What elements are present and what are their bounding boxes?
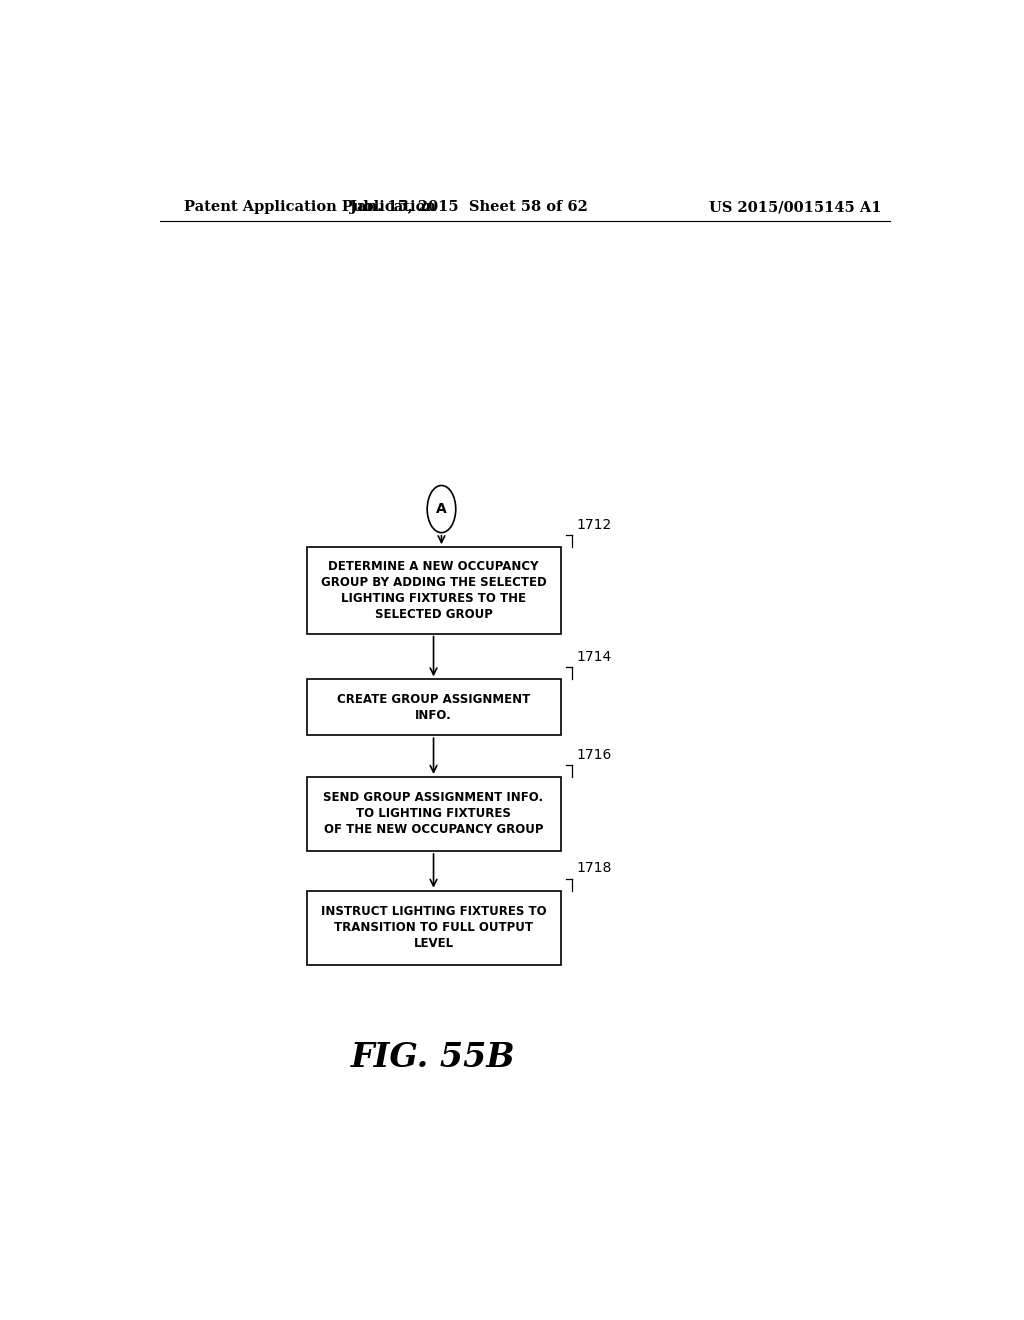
Text: Patent Application Publication: Patent Application Publication [183,201,435,214]
Text: US 2015/0015145 A1: US 2015/0015145 A1 [710,201,882,214]
Text: FIG. 55B: FIG. 55B [351,1041,516,1074]
Text: 1716: 1716 [577,747,611,762]
Text: 1714: 1714 [577,649,611,664]
Text: 1712: 1712 [577,517,611,532]
Text: 1718: 1718 [577,862,611,875]
Text: DETERMINE A NEW OCCUPANCY
GROUP BY ADDING THE SELECTED
LIGHTING FIXTURES TO THE
: DETERMINE A NEW OCCUPANCY GROUP BY ADDIN… [321,560,547,620]
Text: Jan. 15, 2015  Sheet 58 of 62: Jan. 15, 2015 Sheet 58 of 62 [350,201,588,214]
Text: SEND GROUP ASSIGNMENT INFO.
TO LIGHTING FIXTURES
OF THE NEW OCCUPANCY GROUP: SEND GROUP ASSIGNMENT INFO. TO LIGHTING … [324,792,544,837]
FancyBboxPatch shape [306,777,560,851]
FancyBboxPatch shape [306,891,560,965]
FancyBboxPatch shape [306,548,560,634]
FancyBboxPatch shape [306,680,560,735]
Text: A: A [436,502,446,516]
Text: CREATE GROUP ASSIGNMENT
INFO.: CREATE GROUP ASSIGNMENT INFO. [337,693,530,722]
Text: INSTRUCT LIGHTING FIXTURES TO
TRANSITION TO FULL OUTPUT
LEVEL: INSTRUCT LIGHTING FIXTURES TO TRANSITION… [321,906,547,950]
